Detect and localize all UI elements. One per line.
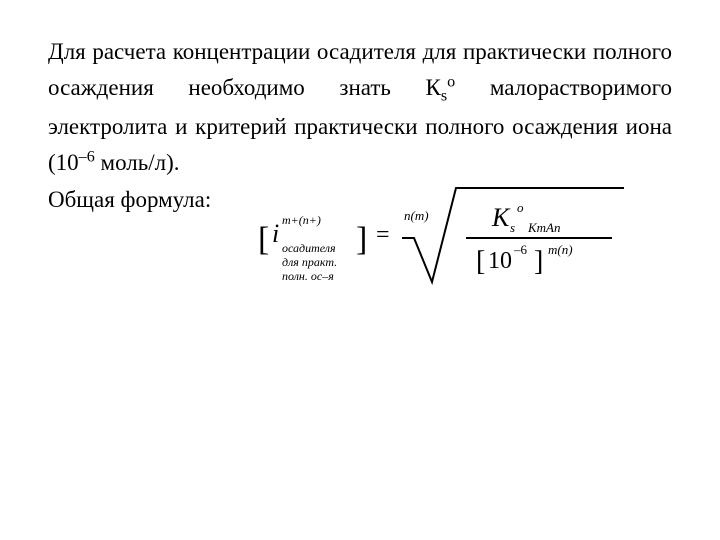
page-container: Для расчета концентрации осадителя для п… [0,0,720,300]
equals-sign: = [376,222,390,248]
denominator-ten-exp: –6 [513,242,528,257]
lhs-open-bracket: [ [258,221,269,258]
para-text-3: моль/л). [95,150,180,175]
numerator-K: K [491,203,511,232]
numerator-kman: KmAn [527,220,561,235]
formula-row: Общая формула: [ i m+(n+) осадителя для … [48,184,672,300]
denominator-outer-exp: m(n) [548,242,573,257]
ks-superscript: o [447,73,455,90]
formula-svg: [ i m+(n+) осадителя для практ. полн. ос… [252,180,632,300]
root-index: n(m) [404,208,429,223]
numerator-K-sup: o [517,200,524,215]
denominator-ten: 10 [488,248,512,274]
formula-area: [ i m+(n+) осадителя для практ. полн. ос… [211,180,672,300]
denominator-close-bracket: ] [534,246,543,277]
radical-path [402,188,624,282]
formula-label: Общая формула: [48,184,211,216]
lhs-super: m+(n+) [282,213,321,227]
numerator-K-sub: s [510,220,515,235]
lhs-sub-line1: осадителя [282,241,336,255]
denominator-open-bracket: [ [476,246,485,277]
lhs-i: i [272,219,279,248]
main-paragraph: Для расчета концентрации осадителя для п… [48,34,672,180]
lhs-sub-line2: для практ. [282,255,337,269]
exp-minus-six: –6 [79,148,95,165]
lhs-sub-line3: полн. ос–я [282,269,334,283]
lhs-close-bracket: ] [356,221,367,258]
